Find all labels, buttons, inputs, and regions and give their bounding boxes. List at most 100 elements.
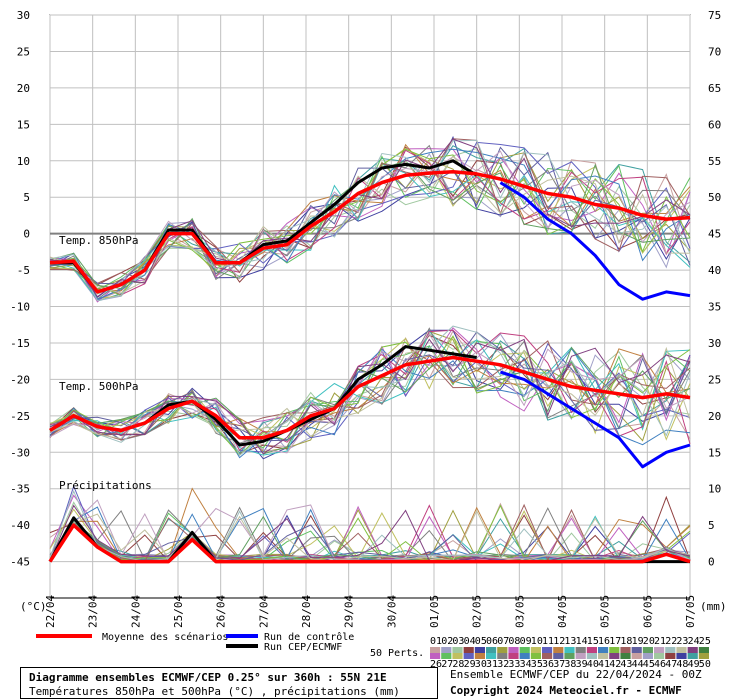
member-line-t850 — [49, 155, 691, 294]
y-tick-right: 70 — [708, 45, 721, 58]
x-tick-date: 03/05 — [513, 595, 526, 628]
y-tick-left: -10 — [10, 301, 30, 314]
member-swatch-bottom — [430, 653, 441, 659]
member-code-top: 12 — [553, 636, 565, 647]
y-axis-left: 30 25 20 15 10 5 0 -5 -10 -15 -20 -25 -30 -35 -40 -45 — [10, 9, 30, 569]
member-line-t500 — [49, 327, 691, 444]
member-swatch-bottom — [575, 653, 586, 659]
y-tick-right: 15 — [708, 446, 721, 459]
member-code-top: 06 — [486, 636, 498, 647]
y-tick-right: 55 — [708, 155, 721, 168]
member-line-t500 — [49, 333, 691, 454]
member-line-precip — [49, 504, 691, 562]
member-swatch-top — [530, 647, 541, 653]
panel-label-precip: Précipitations — [59, 479, 152, 492]
member-code-bottom: 34 — [520, 659, 532, 670]
member-swatch-bottom — [508, 653, 519, 659]
member-swatch-bottom — [542, 653, 553, 659]
y-tick-right: 25 — [708, 373, 721, 386]
y-tick-right: 50 — [708, 191, 721, 204]
member-code-bottom: 44 — [632, 659, 644, 670]
member-code-top: 05 — [475, 636, 487, 647]
y-tick-left: 10 — [17, 155, 30, 168]
member-code-bottom: 50 — [699, 659, 711, 670]
member-code-top: 18 — [620, 636, 632, 647]
y-tick-right: 60 — [708, 118, 721, 131]
member-code-top: 21 — [654, 636, 666, 647]
member-code-bottom: 35 — [531, 659, 543, 670]
member-swatch-top — [564, 647, 575, 653]
series-line-t850 — [499, 181, 691, 301]
y-tick-right: 35 — [708, 301, 721, 314]
member-swatch-bottom — [642, 653, 653, 659]
main-series — [48, 159, 691, 564]
member-code-top: 19 — [632, 636, 644, 647]
member-swatch-top — [676, 647, 687, 653]
member-swatch-bottom — [665, 653, 676, 659]
member-swatch-bottom — [609, 653, 620, 659]
member-code-bottom: 37 — [553, 659, 565, 670]
y-tick-right: 75 — [708, 9, 721, 22]
member-swatch-top — [508, 647, 519, 653]
member-code-top: 03 — [452, 636, 464, 647]
member-swatch-bottom — [564, 653, 575, 659]
member-swatch-top — [631, 647, 642, 653]
member-code-top: 14 — [576, 636, 588, 647]
member-swatch-top — [620, 647, 631, 653]
member-swatch-bottom — [687, 653, 698, 659]
y-tick-left: 25 — [17, 45, 30, 58]
member-code-bottom: 30 — [475, 659, 487, 670]
y-tick-left: -40 — [10, 519, 30, 532]
y-tick-left: -20 — [10, 373, 30, 386]
member-swatch-top — [586, 647, 597, 653]
panel-label-t850: Temp. 850hPa — [59, 234, 138, 247]
x-tick-date: 28/04 — [300, 595, 313, 628]
member-code-top: 13 — [564, 636, 576, 647]
member-swatch-top — [609, 647, 620, 653]
y-tick-left: 5 — [23, 191, 30, 204]
member-code-top: 08 — [508, 636, 520, 647]
member-swatch-top — [553, 647, 564, 653]
x-tick-date: 07/05 — [684, 595, 697, 628]
member-code-top: 20 — [643, 636, 655, 647]
member-code-bottom: 43 — [620, 659, 632, 670]
series-line-t500 — [499, 370, 691, 469]
legend-oper-label: Run CEP/ECMWF — [264, 642, 342, 653]
footer-title-box: Diagramme ensembles ECMWF/CEP 0.25° sur … — [20, 667, 438, 699]
x-tick-date: 29/04 — [343, 595, 356, 628]
member-swatch-top — [665, 647, 676, 653]
member-color-legend: 01 26 02 27 03 28 04 29 05 30 06 31 07 32 08 33 09 34 10 35… — [430, 636, 711, 670]
member-swatch-bottom — [586, 653, 597, 659]
member-code-top: 22 — [665, 636, 677, 647]
y-tick-left: 20 — [17, 82, 30, 95]
member-swatch-bottom — [676, 653, 687, 659]
y-tick-left: -30 — [10, 446, 30, 459]
member-swatch-top — [642, 647, 653, 653]
member-swatch-top — [575, 647, 586, 653]
member-swatch-bottom — [497, 653, 508, 659]
x-tick-date: 05/05 — [599, 595, 612, 628]
unit-left: (°C) — [20, 600, 47, 613]
member-code-top: 17 — [609, 636, 621, 647]
member-code-top: 02 — [441, 636, 453, 647]
member-swatch-bottom — [452, 653, 463, 659]
y-tick-left: -5 — [17, 264, 30, 277]
y-tick-left: -15 — [10, 337, 30, 350]
member-line-t500 — [49, 343, 691, 453]
member-swatch-bottom — [654, 653, 665, 659]
member-code-bottom: 48 — [676, 659, 688, 670]
y-tick-right: 20 — [708, 410, 721, 423]
member-code-bottom: 32 — [497, 659, 509, 670]
member-code-top: 09 — [520, 636, 532, 647]
y-tick-right: 45 — [708, 228, 721, 241]
member-code-bottom: 38 — [564, 659, 576, 670]
grid-lines — [49, 14, 691, 598]
legend-perts-label: 50 Perts. — [370, 648, 424, 659]
copyright: Copyright 2024 Meteociel.fr - ECMWF — [450, 684, 682, 697]
member-code-top: 11 — [542, 636, 554, 647]
member-code-top: 16 — [598, 636, 610, 647]
x-tick-date: 01/05 — [428, 595, 441, 628]
y-tick-right: 65 — [708, 82, 721, 95]
x-tick-date: 02/05 — [471, 595, 484, 628]
member-line-t500 — [49, 347, 691, 459]
